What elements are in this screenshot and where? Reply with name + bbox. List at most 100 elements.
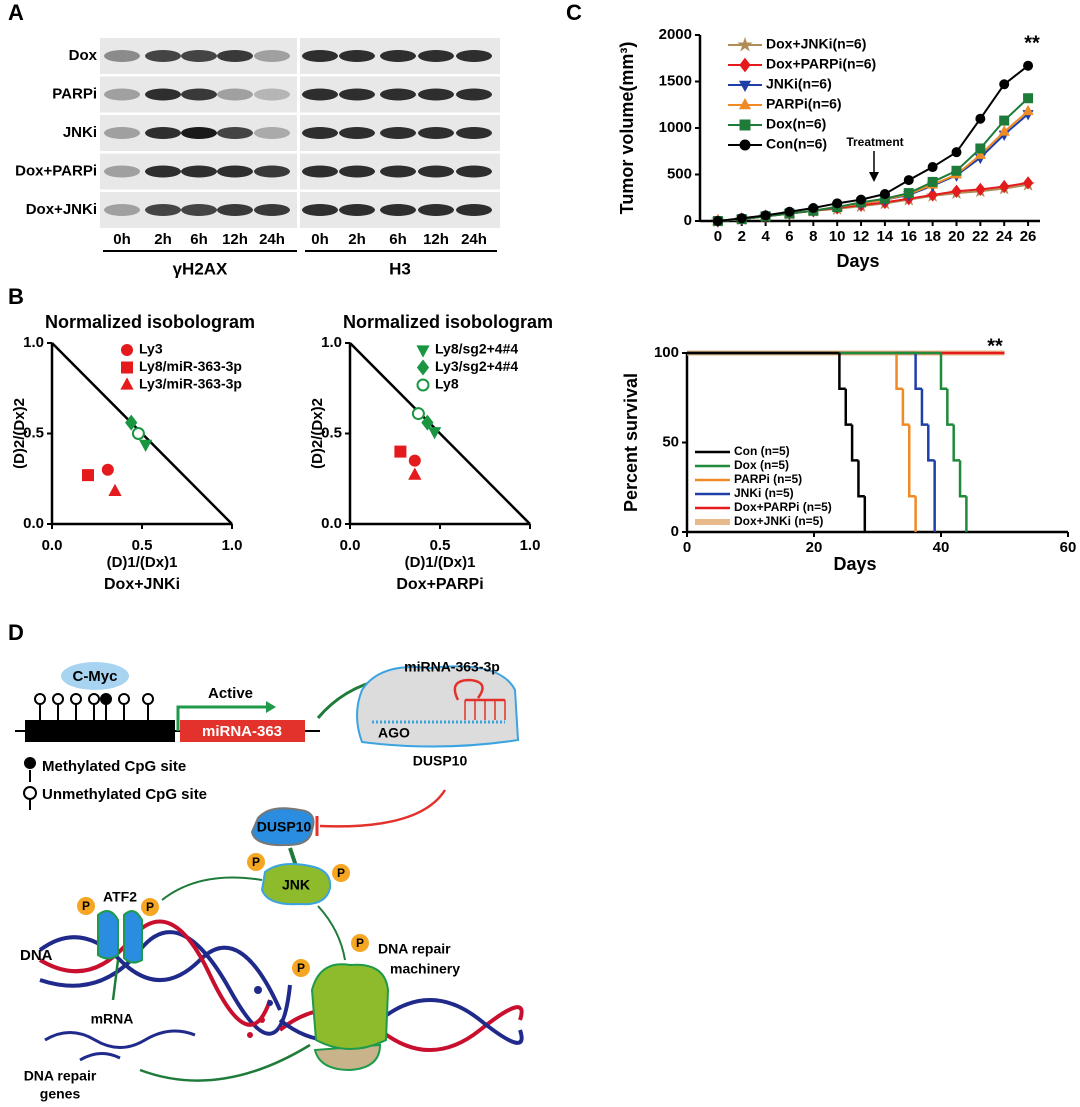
- blot-band: [418, 88, 454, 101]
- blot-band: [217, 88, 253, 101]
- blot-band: [302, 165, 338, 178]
- point: [856, 194, 867, 205]
- jnk-atf2-arrow: [161, 876, 263, 901]
- blot-band: [380, 204, 416, 216]
- cpg-open: [34, 693, 46, 705]
- mirna-gene-box: [180, 720, 305, 742]
- legend-label: PARPi (n=5): [734, 472, 802, 486]
- phospho-label: P: [252, 855, 260, 869]
- cpg-open: [52, 693, 64, 705]
- blot-band: [217, 165, 253, 178]
- machinery-base: [313, 1043, 382, 1072]
- blot-band: [418, 127, 454, 139]
- point: [394, 445, 407, 458]
- active-label: Active: [208, 685, 253, 702]
- base-pairs: [464, 700, 506, 720]
- jnk-label: JNK: [282, 877, 310, 893]
- blot-band: [254, 204, 290, 216]
- y-tick-label: 500: [667, 165, 692, 182]
- y-tick-label: 0.0: [23, 515, 44, 532]
- y-tick-label: 0.5: [321, 424, 342, 441]
- point: [808, 202, 819, 213]
- blot-band: [181, 204, 217, 216]
- legend-marker: [416, 378, 430, 392]
- y-tick-label: 1.0: [23, 334, 44, 351]
- legend-label: Dox+PARPi(n=6): [766, 56, 876, 72]
- legend-label: PARPi(n=6): [766, 96, 842, 112]
- y-tick-label: 0.5: [23, 424, 44, 441]
- point: [784, 206, 795, 217]
- survival-step: [895, 353, 903, 391]
- time-label: 0h: [311, 231, 329, 248]
- x-tick-label: 40: [933, 539, 950, 556]
- survival-step: [952, 424, 961, 462]
- legend-filled: [24, 757, 36, 769]
- blot-band: [145, 204, 181, 216]
- cpg-open: [70, 693, 82, 705]
- blot-band: [380, 127, 416, 139]
- blot-band: [254, 165, 290, 178]
- ago-complex: [356, 665, 520, 748]
- point: [82, 469, 94, 482]
- legend-label: Ly3: [139, 341, 163, 357]
- blot-band: [145, 88, 181, 101]
- legend-label: JNKi (n=5): [734, 486, 794, 500]
- legend-marker: [121, 361, 133, 374]
- blot-band: [217, 50, 253, 62]
- legend-marker: [738, 80, 752, 93]
- row-label: JNKi: [63, 124, 97, 141]
- y-tick-label: 1500: [659, 72, 692, 89]
- time-label: 12h: [423, 231, 449, 248]
- cpg-open: [88, 693, 100, 705]
- x-axis-label: Days: [836, 251, 879, 271]
- y-tick-label: 1000: [659, 119, 692, 136]
- x-tick-label: 0.0: [42, 537, 63, 554]
- blot-band: [181, 88, 217, 101]
- x-tick-label: 0.5: [430, 537, 451, 554]
- phospho: [351, 934, 369, 952]
- x-tick-label: 20: [806, 539, 823, 556]
- unmethylated-label: Unmethylated CpG site: [42, 786, 207, 803]
- point: [999, 79, 1010, 90]
- point: [408, 454, 421, 467]
- blot-band: [217, 127, 253, 139]
- cpg-filled: [100, 693, 112, 705]
- time-label: 6h: [389, 231, 407, 248]
- annotation: **: [987, 335, 1003, 357]
- survival-step: [958, 460, 967, 498]
- group-label: γH2AX: [173, 259, 228, 278]
- fragment: [259, 1017, 265, 1023]
- x-tick-label: 24: [996, 228, 1013, 245]
- x-axis-label: Days: [833, 554, 876, 574]
- blot-band: [418, 204, 454, 216]
- blot-band: [456, 165, 492, 178]
- blot-band: [456, 204, 492, 216]
- legend-marker: [738, 97, 752, 110]
- legend-marker: [416, 359, 430, 376]
- point: [108, 483, 122, 497]
- legend-label: Dox+JNKi (n=5): [734, 514, 823, 528]
- time-label: 24h: [259, 231, 285, 248]
- annotation: Treatment: [846, 135, 903, 149]
- time-label: 2h: [154, 231, 172, 248]
- mirna-mature-label: miRNA-363-3p: [404, 659, 500, 675]
- blot-band: [254, 127, 290, 139]
- dusp10-jnk-arrow: [288, 847, 298, 867]
- point: [951, 147, 962, 158]
- y-axis-label: Tumor volume(mm³): [617, 42, 637, 215]
- phospho: [332, 864, 350, 882]
- x-tick-label: 0.0: [340, 537, 361, 554]
- blot-band: [339, 50, 375, 62]
- legend-marker: [121, 344, 133, 356]
- dusp10-target-label: DUSP10: [413, 753, 468, 769]
- ago-label: AGO: [378, 725, 410, 741]
- dna-strand: [38, 919, 272, 1027]
- legend-marker: [737, 36, 753, 52]
- point: [1022, 176, 1034, 190]
- legend-marker: [120, 377, 134, 390]
- point: [903, 175, 914, 186]
- blot-band: [380, 50, 416, 62]
- legend-label: Ly8: [435, 376, 459, 392]
- blot-band: [145, 165, 181, 178]
